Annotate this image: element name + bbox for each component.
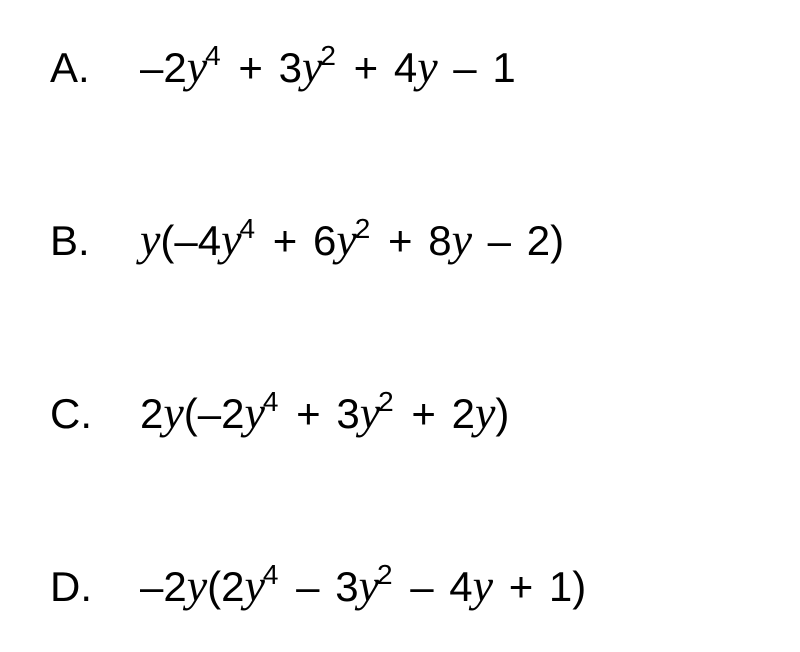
option-letter-d: D.: [50, 563, 140, 611]
math-expression-c: 2y(–2y4 + 3y2 + 2y): [140, 386, 509, 439]
option-letter-c: C.: [50, 390, 140, 438]
math-expression-d: –2y(2y4 – 3y2 – 4y + 1): [140, 559, 586, 612]
option-a: A. –2y4 + 3y2 + 4y – 1: [50, 40, 750, 93]
math-expression-a: –2y4 + 3y2 + 4y – 1: [140, 40, 516, 93]
math-expression-b: y(–4y4 + 6y2 + 8y – 2): [140, 213, 564, 266]
option-b: B. y(–4y4 + 6y2 + 8y – 2): [50, 213, 750, 266]
option-letter-a: A.: [50, 44, 140, 92]
option-letter-b: B.: [50, 217, 140, 265]
option-c: C. 2y(–2y4 + 3y2 + 2y): [50, 386, 750, 439]
option-d: D. –2y(2y4 – 3y2 – 4y + 1): [50, 559, 750, 612]
